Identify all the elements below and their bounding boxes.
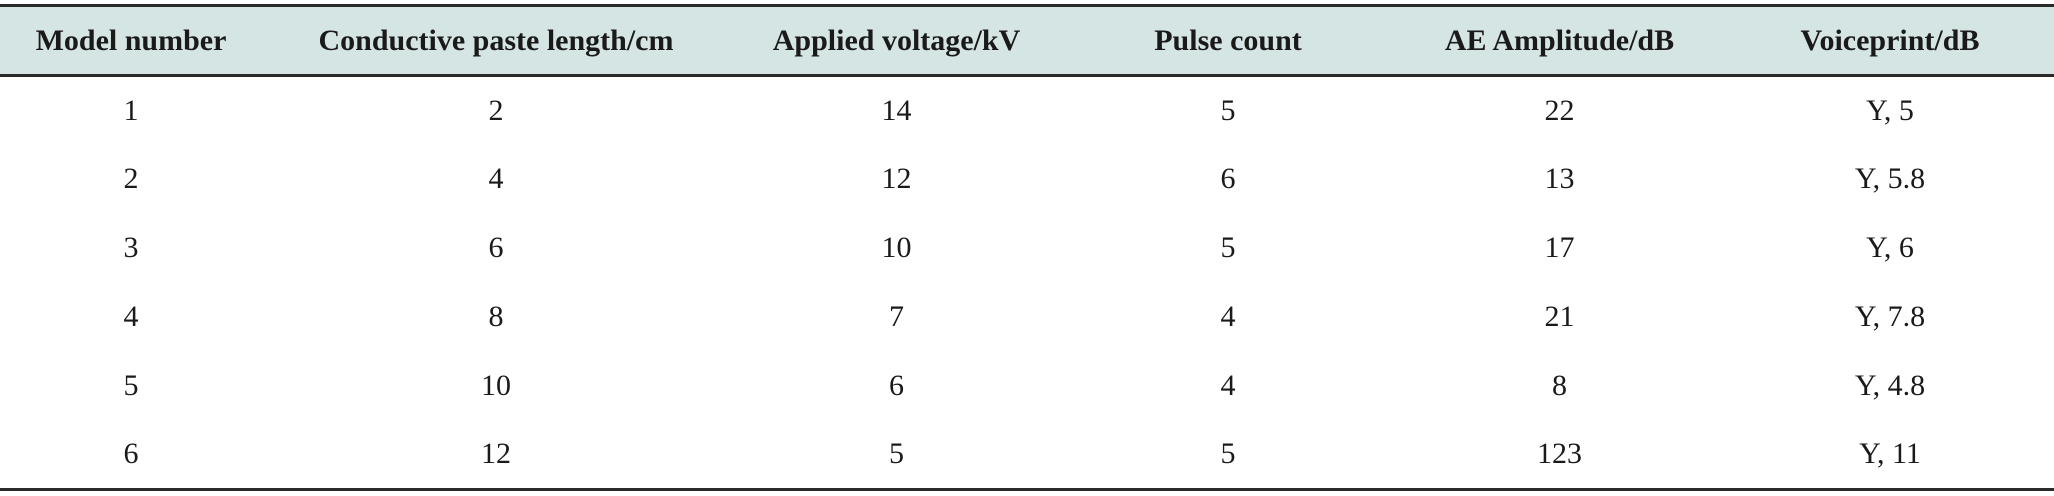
cell-pulse-count: 5 xyxy=(1220,93,1236,127)
column-header-pulse-count: Pulse count xyxy=(1063,4,1393,77)
cell-ae-amplitude: 17 xyxy=(1544,231,1575,264)
column-header-ae-amplitude: AE Amplitude/dB xyxy=(1393,4,1726,77)
cell-voiceprint: Y, 5.8 xyxy=(1854,162,1926,195)
cell-model-number: 5 xyxy=(123,369,139,402)
cell-voiceprint: Y, 5 xyxy=(1866,93,1914,127)
table-row: 2 4 12 6 13 Y, 5.8 xyxy=(0,145,2054,214)
column-header-voiceprint: Voiceprint/dB xyxy=(1726,4,2054,77)
cell-conductive-paste-length: 4 xyxy=(488,162,504,195)
cell-ae-amplitude: 8 xyxy=(1552,369,1567,402)
cell-applied-voltage: 14 xyxy=(881,93,912,127)
table-row: 3 6 10 5 17 Y, 6 xyxy=(0,214,2054,283)
cell-conductive-paste-length: 12 xyxy=(262,420,730,491)
data-table: Model number Conductive paste length/cm … xyxy=(0,4,2054,491)
cell-model-number: 4 xyxy=(123,300,139,333)
cell-pulse-count: 4 xyxy=(1220,369,1236,402)
table-row: 6 12 5 5 123 Y, 11 xyxy=(0,420,2054,491)
cell-pulse-count: 5 xyxy=(1220,231,1236,264)
cell-voiceprint: Y, 6 xyxy=(1866,231,1914,264)
cell-applied-voltage: 7 xyxy=(889,300,904,333)
cell-conductive-paste-length: 8 xyxy=(488,300,504,333)
table-body: 1 2 14 5 22 Y, 5 2 4 12 6 13 Y, 5.8 3 6 … xyxy=(0,76,2054,491)
cell-conductive-paste-length: 10 xyxy=(481,369,511,402)
cell-ae-amplitude: 13 xyxy=(1544,162,1575,195)
cell-ae-amplitude: 123 xyxy=(1393,420,1726,491)
cell-applied-voltage: 6 xyxy=(889,369,904,402)
cell-conductive-paste-length: 6 xyxy=(488,231,504,264)
cell-conductive-paste-length: 2 xyxy=(488,93,504,127)
cell-pulse-count: 5 xyxy=(1063,420,1393,491)
cell-applied-voltage: 5 xyxy=(730,420,1063,491)
cell-ae-amplitude: 21 xyxy=(1544,300,1575,333)
table-row: 4 8 7 4 21 Y, 7.8 xyxy=(0,283,2054,352)
table-row: 1 2 14 5 22 Y, 5 xyxy=(0,76,2054,145)
cell-ae-amplitude: 22 xyxy=(1544,93,1575,127)
column-header-conductive-paste-length: Conductive paste length/cm xyxy=(262,4,730,77)
column-header-applied-voltage: Applied voltage/kV xyxy=(730,4,1063,77)
column-header-model-number: Model number xyxy=(0,4,262,77)
cell-applied-voltage: 12 xyxy=(881,162,912,195)
header-row: Model number Conductive paste length/cm … xyxy=(0,4,2054,77)
cell-voiceprint: Y, 4.8 xyxy=(1854,369,1926,402)
cell-model-number: 3 xyxy=(123,231,139,264)
cell-pulse-count: 6 xyxy=(1220,162,1236,195)
cell-model-number: 2 xyxy=(123,162,139,195)
cell-model-number: 1 xyxy=(123,93,139,127)
cell-voiceprint: Y, 7.8 xyxy=(1854,300,1926,333)
data-table-container: Model number Conductive paste length/cm … xyxy=(0,4,2054,491)
cell-model-number: 6 xyxy=(0,420,262,491)
cell-pulse-count: 4 xyxy=(1220,300,1236,333)
cell-applied-voltage: 10 xyxy=(881,231,912,264)
table-row: 5 10 6 4 8 Y, 4.8 xyxy=(0,352,2054,421)
cell-voiceprint: Y, 11 xyxy=(1726,420,2054,491)
table-header: Model number Conductive paste length/cm … xyxy=(0,4,2054,77)
